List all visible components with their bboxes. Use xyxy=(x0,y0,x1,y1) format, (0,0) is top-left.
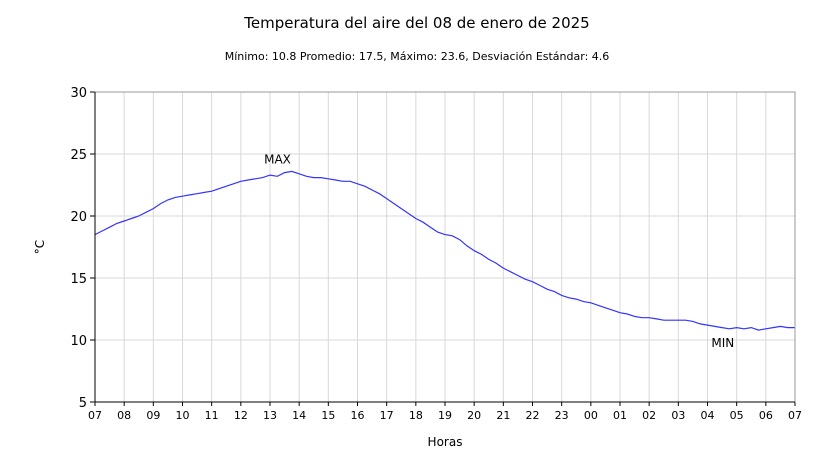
x-tick-label: 07 xyxy=(88,409,102,422)
x-tick-label: 19 xyxy=(438,409,452,422)
x-tick-label: 06 xyxy=(759,409,773,422)
chart-title: Temperatura del aire del 08 de enero de … xyxy=(244,14,590,32)
y-tick-label: 5 xyxy=(79,396,87,411)
x-tick-label: 07 xyxy=(788,409,802,422)
x-tick-label: 20 xyxy=(467,409,481,422)
x-tick-label: 00 xyxy=(584,409,598,422)
x-tick-label: 17 xyxy=(380,409,394,422)
chart-subtitle: Mínimo: 10.8 Promedio: 17.5, Máximo: 23.… xyxy=(224,50,610,63)
x-tick-label: 18 xyxy=(409,409,423,422)
y-tick-label: 25 xyxy=(70,148,87,163)
axes xyxy=(90,91,796,406)
x-tick-label: 08 xyxy=(117,409,131,422)
y-tick-label: 20 xyxy=(70,210,87,225)
x-tick-label: 21 xyxy=(496,409,510,422)
x-axis-title: Horas xyxy=(428,435,463,449)
x-tick-label: 10 xyxy=(176,409,190,422)
y-tick-label: 30 xyxy=(70,86,87,101)
x-tick-label: 13 xyxy=(263,409,277,422)
x-tick-label: 15 xyxy=(321,409,335,422)
x-tick-label: 23 xyxy=(555,409,569,422)
y-tick-label: 10 xyxy=(70,334,87,349)
x-tick-label: 05 xyxy=(730,409,744,422)
x-tick-label: 22 xyxy=(526,409,540,422)
x-tick-label: 01 xyxy=(613,409,627,422)
grid xyxy=(95,92,795,402)
annotation-min: MIN xyxy=(711,336,734,350)
x-tick-label: 11 xyxy=(205,409,219,422)
x-tick-label: 03 xyxy=(671,409,685,422)
y-tick-label: 15 xyxy=(70,272,87,287)
x-tick-label: 14 xyxy=(292,409,306,422)
y-axis-title: °C xyxy=(33,240,47,254)
x-tick-label: 02 xyxy=(642,409,656,422)
series-layer xyxy=(94,170,795,331)
x-tick-label: 16 xyxy=(351,409,365,422)
series-line xyxy=(94,170,795,331)
x-tick-label: 12 xyxy=(234,409,248,422)
tick-labels: 07 08 09 10 11 12 13 14 15 16 17 18 19 20 21 22 23 00 01 02… xyxy=(70,86,802,422)
x-tick-label: 09 xyxy=(146,409,160,422)
x-tick-label: 04 xyxy=(701,409,715,422)
annotations: MAX MIN xyxy=(264,152,734,350)
annotation-max: MAX xyxy=(264,152,291,166)
